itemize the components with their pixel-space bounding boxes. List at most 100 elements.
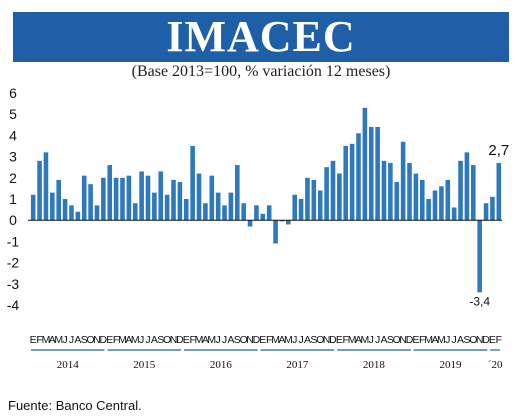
month-label: D bbox=[176, 334, 184, 346]
month-label: A bbox=[457, 334, 464, 346]
source-note: Fuente: Banco Central. bbox=[8, 398, 142, 413]
bar bbox=[81, 175, 87, 221]
bar bbox=[451, 207, 457, 221]
month-label: S bbox=[463, 334, 470, 346]
bar bbox=[349, 143, 355, 221]
month-label: A bbox=[227, 334, 234, 346]
y-tick-label: 0 bbox=[9, 212, 17, 228]
month-label: O bbox=[163, 334, 171, 346]
data-label: -3,4 bbox=[469, 294, 490, 308]
bar bbox=[62, 199, 68, 221]
bar bbox=[203, 203, 208, 221]
bar bbox=[324, 167, 329, 221]
bar bbox=[171, 179, 176, 221]
month-label: A bbox=[125, 334, 132, 346]
month-label: E bbox=[259, 334, 266, 346]
bar bbox=[343, 146, 349, 221]
bar bbox=[139, 171, 144, 221]
bar bbox=[458, 160, 463, 221]
month-label: J bbox=[145, 334, 150, 346]
bars-group bbox=[30, 107, 502, 293]
bar bbox=[209, 175, 215, 221]
bar bbox=[37, 160, 42, 221]
bar bbox=[337, 173, 342, 221]
y-tick-label: 5 bbox=[9, 106, 17, 122]
bar bbox=[439, 186, 444, 221]
y-tick-label: 1 bbox=[9, 191, 17, 207]
month-label: M bbox=[284, 334, 293, 346]
month-label: F bbox=[266, 334, 272, 346]
bar bbox=[413, 173, 419, 221]
month-label: A bbox=[278, 334, 285, 346]
bar bbox=[266, 205, 272, 221]
bar bbox=[317, 190, 323, 221]
bar bbox=[30, 194, 36, 221]
bar bbox=[132, 203, 138, 221]
month-label: J bbox=[62, 334, 67, 346]
month-label: J bbox=[222, 334, 227, 346]
month-label: M bbox=[424, 334, 433, 346]
month-label: A bbox=[74, 334, 81, 346]
bar bbox=[356, 133, 361, 221]
year-label: 2014 bbox=[57, 359, 80, 371]
y-tick-label: 2 bbox=[9, 170, 17, 186]
bar bbox=[56, 179, 61, 221]
bar bbox=[107, 165, 113, 221]
month-label: M bbox=[348, 334, 357, 346]
month-label: E bbox=[183, 334, 190, 346]
month-label: D bbox=[100, 334, 108, 346]
bar bbox=[43, 152, 49, 221]
bar bbox=[183, 199, 189, 221]
month-label: M bbox=[437, 334, 446, 346]
month-label: A bbox=[202, 334, 209, 346]
bar bbox=[177, 182, 183, 221]
y-tick-label: -1 bbox=[7, 233, 20, 249]
bar bbox=[260, 213, 266, 221]
bar bbox=[426, 199, 431, 221]
month-label: O bbox=[87, 334, 95, 346]
bar bbox=[305, 177, 310, 221]
y-axis-ticks: 6 5 4 3 2 1 0 -1 -2 -3 -4 bbox=[7, 85, 20, 313]
month-label: A bbox=[380, 334, 387, 346]
month-label: J bbox=[452, 334, 457, 346]
bar bbox=[228, 192, 234, 221]
bar bbox=[126, 175, 132, 221]
month-label: N bbox=[170, 334, 178, 346]
month-label: J bbox=[292, 334, 297, 346]
x-axis-year-labels: 2014 2015 2016 2017 2018 2019 ´20 bbox=[31, 349, 503, 371]
month-label: O bbox=[469, 334, 477, 346]
bar bbox=[445, 179, 451, 221]
bar bbox=[75, 211, 81, 221]
bar bbox=[190, 146, 195, 221]
bar bbox=[388, 162, 393, 221]
bar bbox=[407, 162, 412, 221]
bar bbox=[113, 177, 119, 221]
bar bbox=[164, 194, 170, 221]
year-label: 2017 bbox=[286, 359, 309, 371]
bar bbox=[496, 162, 502, 221]
month-label: D bbox=[406, 334, 414, 346]
bar bbox=[273, 220, 278, 244]
month-label: D bbox=[482, 334, 490, 346]
month-label: J bbox=[369, 334, 374, 346]
month-label: F bbox=[36, 334, 42, 346]
month-label: F bbox=[113, 334, 119, 346]
bar bbox=[101, 177, 106, 221]
month-label: N bbox=[476, 334, 484, 346]
bar bbox=[368, 126, 374, 221]
bar bbox=[196, 173, 202, 221]
bar bbox=[241, 203, 246, 221]
month-label: M bbox=[360, 334, 369, 346]
month-label: S bbox=[310, 334, 317, 346]
bar bbox=[400, 141, 406, 221]
data-labels: -3,4 2,7 bbox=[469, 142, 509, 308]
month-label: J bbox=[69, 334, 74, 346]
month-label: E bbox=[336, 334, 343, 346]
month-label: A bbox=[49, 334, 56, 346]
bar bbox=[50, 192, 55, 221]
month-label: A bbox=[432, 334, 439, 346]
month-label: J bbox=[375, 334, 380, 346]
year-label: 2018 bbox=[363, 359, 386, 371]
month-label: F bbox=[419, 334, 425, 346]
